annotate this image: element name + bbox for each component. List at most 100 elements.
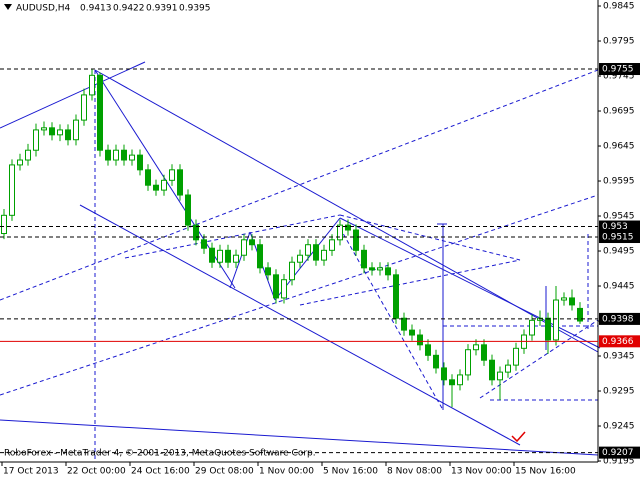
price-level-label: 0.9755 [602, 65, 634, 75]
candle-body [73, 119, 79, 141]
candle-body [481, 344, 487, 361]
candle-body [297, 254, 303, 263]
y-tick-label: 0.9695 [603, 107, 635, 117]
symbol-icon [4, 4, 12, 10]
candle-body [529, 319, 535, 336]
candle-body [105, 149, 111, 161]
candle-body [505, 364, 511, 373]
x-tick-label: 22 Oct 00:00 [67, 467, 126, 477]
price-level-label: 0.9366 [602, 337, 634, 347]
price-level-box [599, 231, 640, 244]
ohlc-high: 0.9422 [113, 4, 145, 14]
candle-body [353, 229, 359, 251]
trend-lines [0, 61, 601, 462]
x-tick-label: 1 Nov 00:00 [259, 467, 314, 477]
y-tick-label: 0.9195 [603, 457, 635, 467]
candle-body [217, 249, 223, 263]
candle-body [465, 349, 471, 376]
candle-body [233, 254, 239, 263]
price-level-box [599, 63, 640, 76]
candle-body [369, 267, 375, 271]
candle-body [377, 267, 383, 271]
candle-body [313, 244, 319, 261]
price-level-box [599, 335, 640, 348]
ohlc-open: 0.9413 [80, 4, 112, 14]
x-tick-label: 13 Nov 00:00 [451, 467, 512, 477]
candle-body [225, 249, 231, 263]
candle-body [489, 359, 495, 381]
candle-body [337, 224, 343, 241]
candle-body [201, 239, 207, 249]
candle-body [1, 214, 7, 235]
candle-body [33, 129, 39, 151]
y-tick-label: 0.9345 [603, 352, 635, 362]
candle-body [81, 94, 87, 121]
candle-body [513, 347, 519, 366]
y-tick-label: 0.9845 [603, 2, 635, 12]
price-level-label: 0.9515 [602, 233, 634, 243]
y-tick-label: 0.9745 [603, 72, 635, 82]
footer-annotation: RoboForex - MetaTrader 4, © 2001-2013, M… [4, 449, 316, 459]
candle-body [25, 149, 31, 161]
candle-body [441, 367, 447, 381]
candle-body [305, 244, 311, 256]
candle-body [321, 249, 327, 261]
x-tick-label: 8 Nov 08:00 [387, 467, 442, 477]
candle-body [169, 169, 175, 181]
y-tick-label: 0.9495 [603, 247, 635, 257]
candle-body [385, 267, 391, 276]
candle-body [569, 297, 575, 306]
candle-body [417, 334, 423, 346]
candle-body [553, 299, 559, 341]
candle-body [49, 127, 55, 136]
candle-body [457, 374, 463, 386]
price-level-box [599, 220, 640, 233]
ohlc-close: 0.9395 [179, 4, 211, 14]
price-level-box [599, 312, 640, 325]
x-tick-label: 15 Nov 16:00 [515, 467, 576, 477]
x-tick-label: 24 Oct 16:00 [131, 467, 190, 477]
chart-title: AUDUSD,H4 [16, 4, 71, 14]
candle-body [433, 354, 439, 369]
candle-body [393, 274, 399, 319]
candle-body [113, 149, 119, 161]
candle-body [17, 159, 23, 166]
candle-body [561, 297, 567, 301]
y-tick-label: 0.9795 [603, 37, 635, 47]
price-level-label: 0.9207 [602, 448, 634, 458]
candle-body [577, 307, 583, 322]
y-tick-label: 0.9645 [603, 142, 635, 152]
candle-body [209, 247, 215, 263]
candle-body [281, 279, 287, 299]
candle-body [137, 154, 143, 171]
candle-body [257, 244, 263, 269]
candle-body [89, 74, 95, 96]
candle-body [497, 371, 503, 381]
candle-body [409, 329, 415, 336]
y-tick-label: 0.9245 [603, 422, 635, 432]
candle-body [153, 184, 159, 191]
candle-body [273, 274, 279, 299]
candle-body [185, 194, 191, 226]
y-tick-label: 0.9295 [603, 387, 635, 397]
y-tick-label: 0.9595 [603, 177, 635, 187]
candle-body [361, 249, 367, 269]
candle-body [145, 169, 151, 186]
x-tick-label: 29 Oct 08:00 [195, 467, 254, 477]
ohlc-low: 0.9391 [146, 4, 178, 14]
x-tick-label: 5 Nov 16:00 [323, 467, 378, 477]
candle-body [129, 154, 135, 161]
candle-body [265, 267, 271, 276]
x-tick-label: 17 Oct 2013 [3, 467, 59, 477]
candle-body [241, 239, 247, 256]
candle-body [401, 317, 407, 331]
candle-body [193, 224, 199, 241]
candle-body [425, 344, 431, 356]
candle-body [473, 344, 479, 351]
candle-body [57, 129, 63, 136]
y-tick-label: 0.9445 [603, 282, 635, 292]
y-tick-label: 0.9545 [603, 212, 635, 222]
candle-body [177, 169, 183, 196]
candle-body [289, 261, 295, 281]
